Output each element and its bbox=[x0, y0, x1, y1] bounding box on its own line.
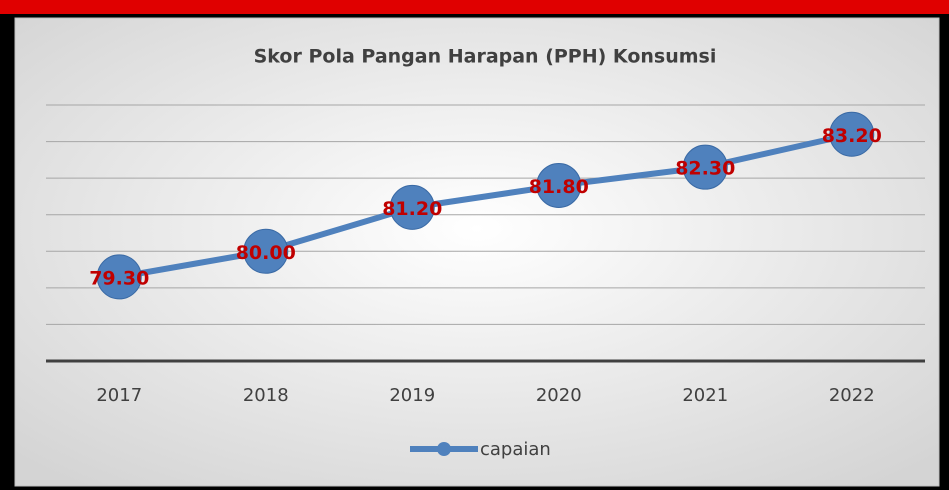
x-tick-label: 2017 bbox=[96, 385, 142, 406]
x-tick-label: 2022 bbox=[829, 385, 875, 406]
x-tick-label: 2018 bbox=[243, 385, 289, 406]
data-label: 82.30 bbox=[675, 158, 735, 180]
legend-marker bbox=[437, 442, 451, 456]
chart-title: Skor Pola Pangan Harapan (PPH) Konsumsi bbox=[254, 46, 717, 68]
x-tick-label: 2019 bbox=[389, 385, 435, 406]
x-tick-label: 2021 bbox=[682, 385, 728, 406]
series-line bbox=[118, 131, 853, 280]
legend-label: capaian bbox=[480, 439, 551, 460]
data-label: 81.20 bbox=[382, 198, 442, 220]
marker bbox=[829, 111, 875, 157]
marker bbox=[389, 184, 435, 230]
data-label: 80.00 bbox=[236, 242, 296, 264]
marker bbox=[243, 228, 289, 274]
data-label: 79.30 bbox=[89, 267, 149, 289]
data-label: 83.20 bbox=[822, 125, 882, 147]
data-label: 81.80 bbox=[529, 176, 589, 198]
marker bbox=[682, 144, 728, 190]
marker bbox=[96, 254, 142, 300]
marker bbox=[536, 162, 582, 208]
x-tick-label: 2020 bbox=[536, 385, 582, 406]
top-bar bbox=[0, 0, 949, 14]
chart-area bbox=[14, 17, 940, 487]
